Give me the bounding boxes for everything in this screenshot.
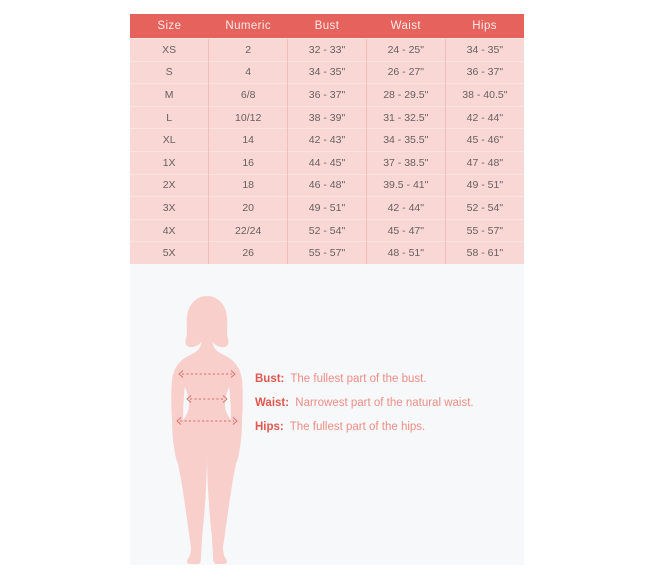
measurement-legend: Bust: The fullest part of the bust. Waist…: [255, 367, 474, 439]
legend-label: Waist:: [255, 397, 290, 409]
table-row-4x: 4X 22/24 52 - 54" 45 - 47" 55 - 57": [130, 218, 524, 242]
table-cell: 18: [208, 173, 288, 197]
table-header-row: Size Numeric Bust Waist Hips: [130, 14, 524, 39]
silhouette-head: [185, 296, 229, 348]
table-cell: 6/8: [208, 83, 288, 107]
table-cell: 49 - 51": [444, 173, 524, 197]
table-cell: 47 - 48": [444, 150, 524, 175]
table-cell: 2: [208, 38, 288, 62]
table-cell: 46 - 48": [287, 173, 367, 197]
table-row-xl: XL 14 42 - 43" 34 - 35.5" 45 - 46": [130, 128, 524, 152]
legend-label: Hips:: [255, 421, 284, 433]
table-cell: M: [130, 83, 209, 107]
table-cell: 52 - 54": [287, 218, 367, 242]
table-row-m: M 6/8 36 - 37" 28 - 29.5" 38 - 40.5": [130, 83, 524, 107]
hips-measure-line: [176, 417, 238, 425]
table-cell: 1X: [130, 150, 209, 175]
table-row-5x: 5X 26 55 - 57" 48 - 51" 58 - 61": [130, 241, 524, 265]
table-cell: 32 - 33": [287, 38, 367, 62]
table-cell: 14: [208, 128, 288, 152]
table-body: XS 2 32 - 33" 24 - 25" 34 - 35" S 4 34 - 35" 26 …: [130, 38, 524, 265]
table-cell: 4: [208, 60, 288, 84]
legend-text: The fullest part of the hips.: [286, 421, 426, 433]
table-cell: 4X: [130, 218, 209, 242]
table-cell: 58 - 61": [444, 241, 524, 265]
silhouette-left-arm: [171, 362, 186, 468]
table-cell: 42 - 44": [365, 196, 446, 220]
table-cell: 2X: [130, 173, 209, 197]
table-cell: 45 - 46": [444, 128, 524, 152]
legend-line-waist: Waist: Narrowest part of the natural wai…: [255, 391, 474, 415]
table-cell: 20: [208, 196, 288, 220]
table-cell: 31 - 32.5": [365, 105, 446, 129]
table-cell: 49 - 51": [287, 196, 367, 220]
silhouette-right-arm: [228, 362, 243, 468]
table-cell: 42 - 43": [287, 128, 367, 152]
table-row-xs: XS 2 32 - 33" 24 - 25" 34 - 35": [130, 38, 524, 62]
table-cell: XS: [130, 38, 209, 62]
column-header-bust: Bust: [287, 14, 367, 39]
table-cell: 22/24: [208, 218, 288, 242]
column-header-waist: Waist: [366, 14, 446, 39]
table-cell: 55 - 57": [287, 241, 367, 265]
table-cell: 26: [208, 241, 288, 265]
table-cell: 34 - 35.5": [365, 128, 446, 152]
table-cell: XL: [130, 128, 209, 152]
table-cell: 5X: [130, 241, 209, 265]
bust-measure-line: [178, 370, 236, 378]
table-cell: 24 - 25": [365, 38, 446, 62]
table-cell: 55 - 57": [444, 218, 524, 242]
column-header-numeric: Numeric: [208, 14, 288, 39]
table-cell: 36 - 37": [444, 60, 524, 84]
table-cell: 3X: [130, 196, 209, 220]
legend-line-bust: Bust: The fullest part of the bust.: [255, 367, 474, 391]
table-cell: 38 - 40.5": [444, 83, 524, 107]
table-cell: L: [130, 105, 209, 129]
table-cell: 16: [208, 150, 288, 175]
table-header: Size Numeric Bust Waist Hips: [130, 14, 524, 39]
legend-text: The fullest part of the bust.: [287, 373, 427, 385]
table-cell: 44 - 45": [287, 150, 367, 175]
table-cell: 45 - 47": [365, 218, 446, 242]
table-cell: 38 - 39": [287, 105, 367, 129]
table-row-l: L 10/12 38 - 39" 31 - 32.5" 42 - 44": [130, 105, 524, 129]
legend-label: Bust:: [255, 373, 285, 385]
table-cell: 34 - 35": [287, 60, 367, 84]
legend-text: Narrowest part of the natural waist.: [292, 397, 474, 409]
table-row-1x: 1X 16 44 - 45" 37 - 38.5" 47 - 48": [130, 150, 524, 175]
table-cell: 42 - 44": [444, 105, 524, 129]
size-chart-table: Size Numeric Bust Waist Hips XS 2 32 - 33" 24 -…: [130, 14, 524, 265]
table-row-3x: 3X 20 49 - 51" 42 - 44" 52 - 54": [130, 196, 524, 220]
table-cell: 34 - 35": [444, 38, 524, 62]
table-row-2x: 2X 18 46 - 48" 39.5 - 41" 49 - 51": [130, 173, 524, 197]
silhouette-body: [175, 332, 239, 564]
table-cell: 10/12: [208, 105, 288, 129]
table-cell: 37 - 38.5": [365, 150, 446, 175]
table-cell: S: [130, 60, 209, 84]
table-cell: 48 - 51": [365, 241, 446, 265]
column-header-hips: Hips: [445, 14, 524, 39]
female-body-silhouette-icon: [171, 296, 243, 564]
size-chart-panel: Size Numeric Bust Waist Hips XS 2 32 - 33" 24 -…: [130, 14, 524, 565]
legend-line-hips: Hips: The fullest part of the hips.: [255, 415, 474, 439]
table-cell: 52 - 54": [444, 196, 524, 220]
measurement-guide: Bust: The fullest part of the bust. Waist…: [130, 267, 524, 565]
table-cell: 36 - 37": [287, 83, 367, 107]
table-cell: 39.5 - 41": [365, 173, 446, 197]
table-cell: 28 - 29.5": [365, 83, 446, 107]
column-header-size: Size: [130, 14, 209, 39]
table-row-s: S 4 34 - 35" 26 - 27" 36 - 37": [130, 60, 524, 84]
waist-measure-line: [186, 395, 228, 403]
table-cell: 26 - 27": [365, 60, 446, 84]
